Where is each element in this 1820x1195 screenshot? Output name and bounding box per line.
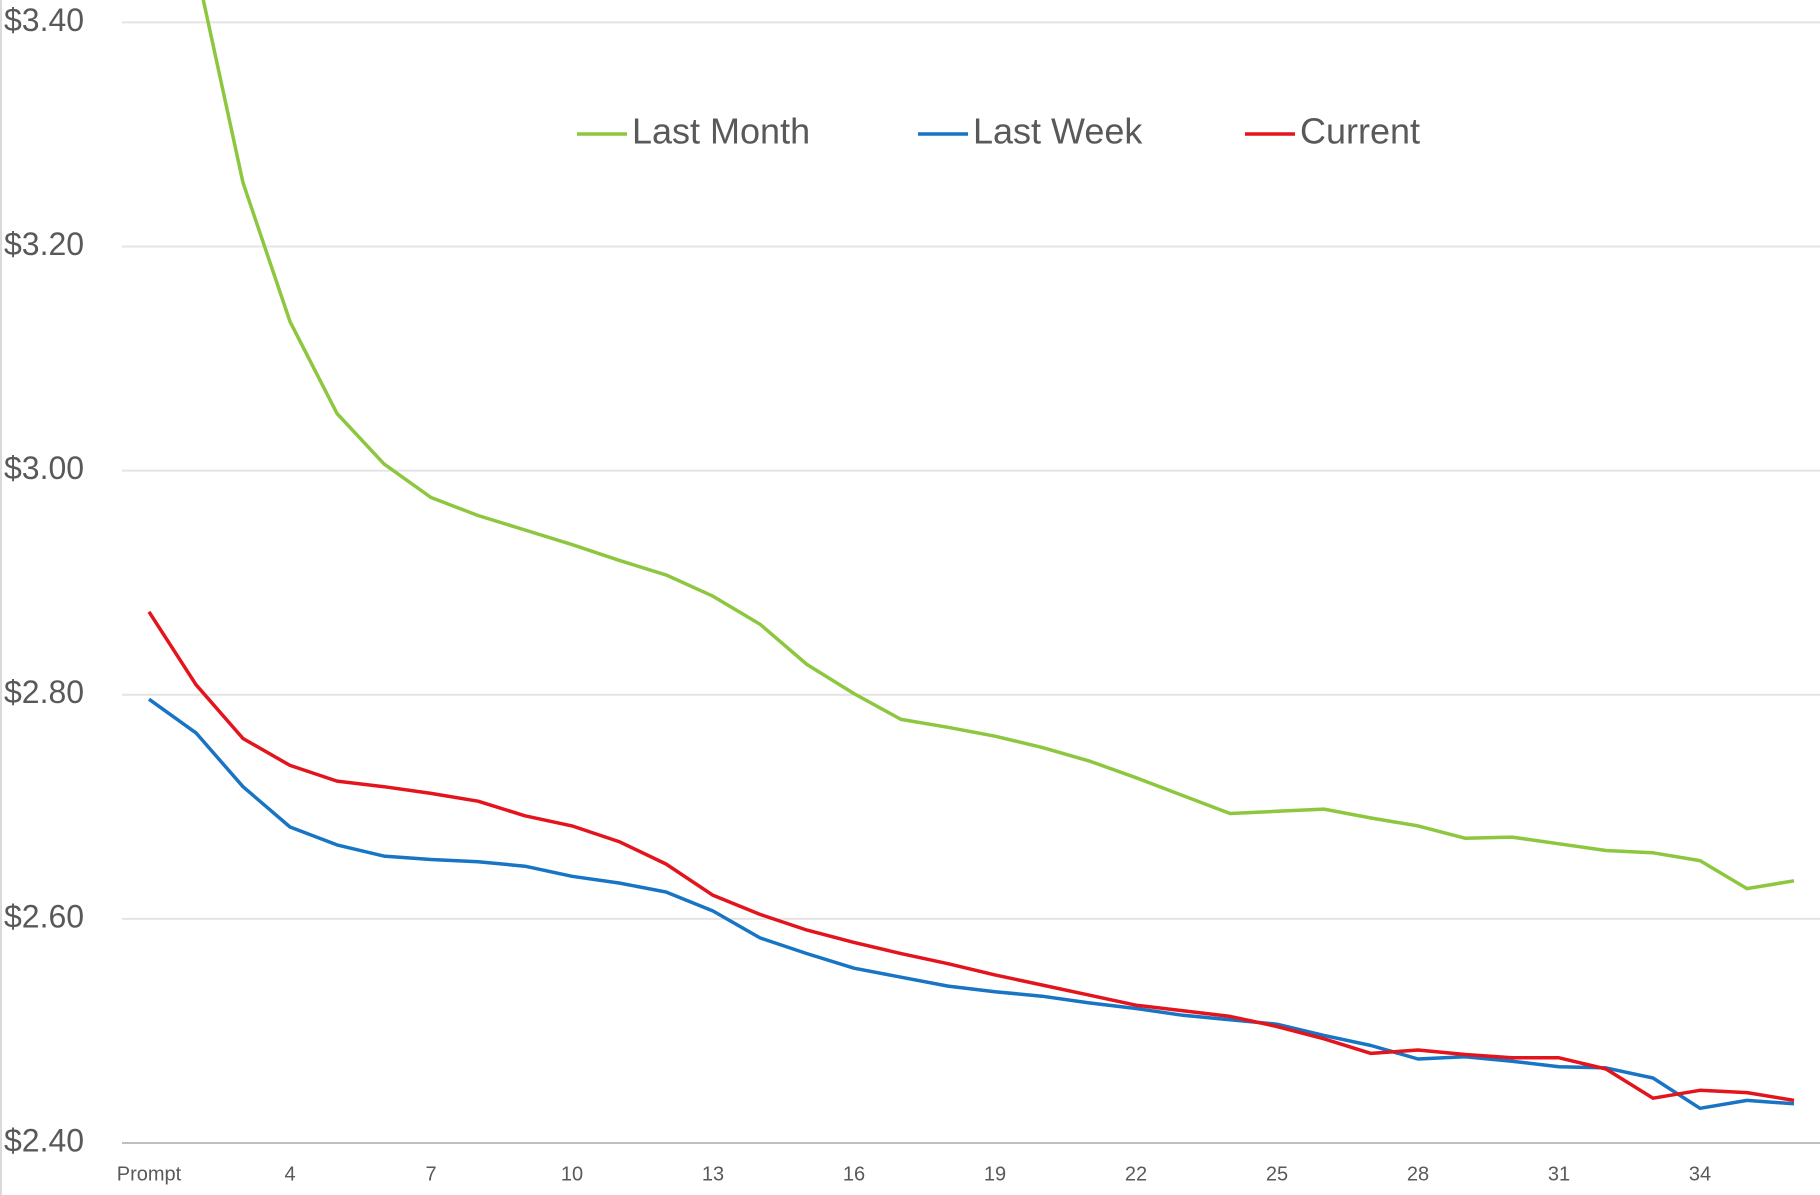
x-tick-label: 28 [1407,1163,1429,1185]
series-line [201,0,1795,891]
series-line [147,610,1795,1103]
x-tick-label: 16 [843,1163,865,1185]
x-tick-label: 13 [702,1163,724,1185]
x-tick-label: 34 [1689,1163,1711,1185]
legend-label: Last Week [973,111,1143,152]
x-tick-label: 10 [561,1163,583,1185]
x-tick-label: 4 [284,1163,295,1185]
y-tick-label: $2.40 [4,1122,84,1158]
x-tick-label: 19 [984,1163,1006,1185]
legend-label: Last Month [632,111,810,152]
x-tick-label: 25 [1266,1163,1288,1185]
x-tick-label: Prompt [117,1163,182,1185]
x-tick-label: 31 [1548,1163,1570,1185]
y-tick-label: $2.80 [4,674,84,710]
x-tick-label: 22 [1125,1163,1147,1185]
y-tick-label: $3.40 [4,2,84,38]
series-line [147,697,1795,1111]
x-tick-label: 7 [425,1163,436,1185]
y-tick-label: $3.00 [4,450,84,486]
y-tick-label: $2.60 [4,898,84,934]
y-tick-label: $3.20 [4,226,84,262]
plot-area [147,0,1795,1111]
legend-label: Current [1300,111,1420,152]
